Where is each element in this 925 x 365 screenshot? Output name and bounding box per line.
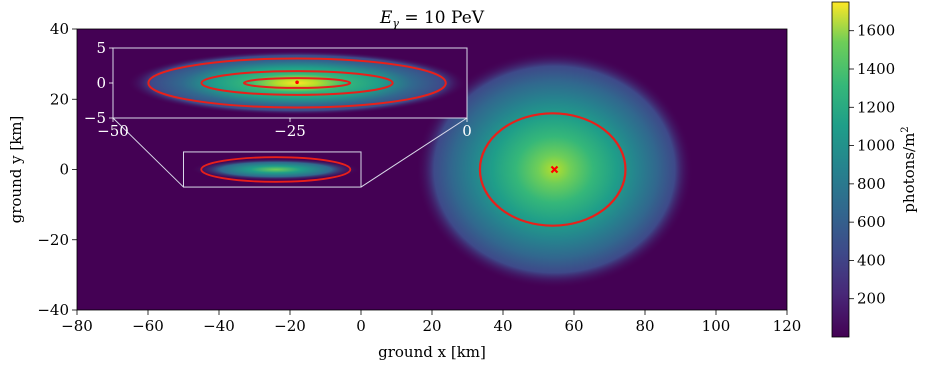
x-tick-label: −60 [132, 317, 164, 335]
colorbar-tick-label: 1600 [857, 22, 895, 40]
x-tick-label: −20 [274, 317, 306, 335]
colorbar-ticks: 200 400 600 800 1000 1200 1400 1600 [849, 22, 895, 308]
colorbar-tick-label: 800 [857, 175, 886, 193]
x-tick-label: 120 [773, 317, 802, 335]
y-axis-label: ground y [km] [7, 116, 25, 224]
x-axis-ticks: −80 −60 −40 −20 0 20 40 60 80 100 120 [61, 310, 801, 335]
colorbar-tick-label: 600 [857, 213, 886, 231]
x-axis-label: ground x [km] [378, 343, 486, 361]
inset-y-ticks: −5 0 5 [84, 39, 113, 127]
zoom-inset: −50 −25 0 −505 [84, 39, 472, 140]
inset-peak-marker [295, 80, 299, 85]
colorbar-gradient [831, 1, 850, 338]
inset-source-spot [190, 158, 361, 181]
colorbar-label: photons/m2 [900, 126, 918, 212]
inset-y-tick-label: 5 [96, 39, 106, 57]
colorbar-tick-label: 1200 [857, 98, 895, 116]
chart-title: Eγ = 10 PeV [379, 8, 485, 30]
colorbar-tick-label: 1000 [857, 137, 895, 155]
inset-y-tick-label: −5 [84, 109, 106, 127]
y-tick-label: 20 [50, 90, 69, 108]
x-tick-label: −40 [203, 317, 235, 335]
y-tick-label: −40 [37, 301, 69, 319]
marker-stroke [550, 165, 559, 174]
x-tick-label: 60 [564, 317, 583, 335]
x-tick-label: 0 [356, 317, 366, 335]
x-tick-label: 100 [702, 317, 731, 335]
inset-source-contour [200, 156, 352, 183]
inset-connector-right [360, 117, 468, 188]
x-tick-label: −80 [61, 317, 93, 335]
main-peak-marker [550, 165, 559, 174]
inset-x-tick-label: −50 [97, 122, 129, 140]
colorbar: 200 400 600 800 1000 1200 1400 1600 photons/m2 [831, 1, 918, 338]
inset-source-box [183, 151, 362, 188]
x-tick-label: 20 [422, 317, 441, 335]
y-tick-label: 40 [50, 20, 69, 38]
x-tick-label: 40 [493, 317, 512, 335]
x-tick-label: 80 [635, 317, 654, 335]
inset-contours [147, 57, 447, 109]
y-tick-label: −20 [37, 231, 69, 249]
y-axis-ticks: −40 −20 0 20 40 [37, 20, 77, 319]
inset-contour-ellipse [242, 77, 352, 89]
inset-connector-left [112, 117, 184, 188]
inset-y-tick-label: 0 [96, 74, 106, 92]
inset-x-tick-label: −25 [274, 122, 306, 140]
inset-contour-ellipse [147, 57, 447, 109]
colorbar-tick-label: 200 [857, 290, 886, 308]
y-tick-label: 0 [59, 161, 69, 179]
inset-x-ticks: −50 −25 0 [97, 118, 472, 140]
colorbar-tick-label: 400 [857, 251, 886, 269]
main-contour-ellipse [478, 112, 627, 227]
colorbar-tick-label: 1400 [857, 60, 895, 78]
inset-x-tick-label: 0 [462, 122, 472, 140]
inset-contour-ellipse [200, 70, 394, 96]
